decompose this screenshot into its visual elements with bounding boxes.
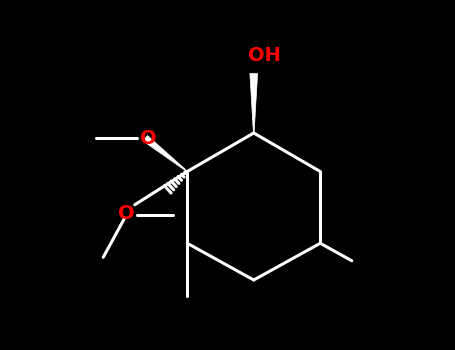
Text: O: O [118, 204, 134, 223]
Polygon shape [143, 135, 187, 172]
Text: OH: OH [248, 46, 281, 65]
Text: O: O [141, 129, 157, 148]
Polygon shape [250, 74, 258, 133]
